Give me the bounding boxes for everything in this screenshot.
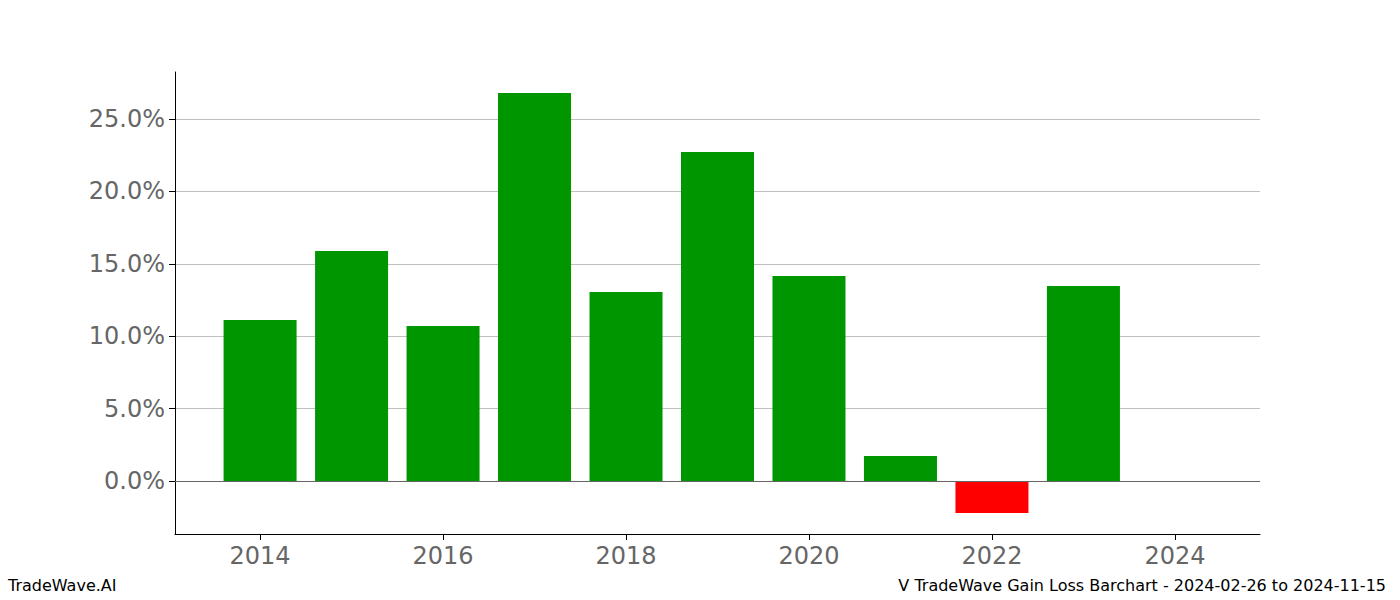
svg-text:2022: 2022 bbox=[961, 542, 1022, 570]
svg-text:2016: 2016 bbox=[413, 542, 474, 570]
svg-text:2018: 2018 bbox=[595, 542, 656, 570]
svg-text:2014: 2014 bbox=[230, 542, 291, 570]
svg-text:10.0%: 10.0% bbox=[89, 322, 165, 350]
svg-text:TradeWave.AI: TradeWave.AI bbox=[7, 576, 116, 595]
svg-text:25.0%: 25.0% bbox=[89, 105, 165, 133]
svg-text:15.0%: 15.0% bbox=[89, 250, 165, 278]
svg-text:V TradeWave Gain Loss Barchart: V TradeWave Gain Loss Barchart - 2024-02… bbox=[898, 576, 1386, 595]
svg-text:0.0%: 0.0% bbox=[104, 467, 165, 495]
svg-text:20.0%: 20.0% bbox=[89, 177, 165, 205]
svg-text:2020: 2020 bbox=[778, 542, 839, 570]
svg-text:2024: 2024 bbox=[1144, 542, 1205, 570]
svg-text:5.0%: 5.0% bbox=[104, 395, 165, 423]
